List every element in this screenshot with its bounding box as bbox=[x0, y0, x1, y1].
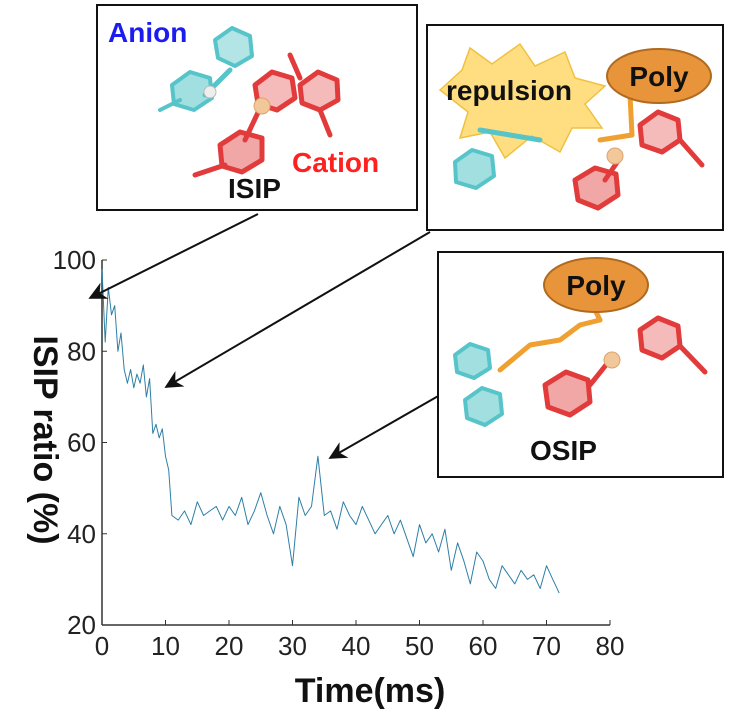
x-tick-label: 10 bbox=[151, 631, 180, 661]
y-axis-title: ISIP ratio (%) bbox=[26, 335, 64, 544]
molecule-repulsion bbox=[453, 92, 705, 211]
annotation-arrows bbox=[88, 213, 441, 459]
inset-repulsion: Poly repulsion bbox=[426, 24, 724, 231]
y-tick-label: 20 bbox=[67, 610, 96, 640]
arrow-osip bbox=[328, 394, 441, 459]
molecule-osip bbox=[453, 297, 708, 427]
label-osip: OSIP bbox=[530, 435, 597, 466]
label-repulsion: repulsion bbox=[446, 75, 572, 106]
label-poly-bottom: Poly bbox=[566, 270, 626, 301]
label-poly-top: Poly bbox=[629, 61, 689, 92]
isip-ratio-trace bbox=[101, 269, 560, 594]
inset-isip: Anion Cation ISIP bbox=[96, 4, 418, 211]
arrow-isip bbox=[88, 213, 259, 299]
x-tick-label: 30 bbox=[278, 631, 307, 661]
y-tick-label: 60 bbox=[67, 428, 96, 458]
x-ticks: 0 10 20 30 40 50 60 70 80 bbox=[95, 620, 625, 661]
y-ticks: 20 40 60 80 100 bbox=[53, 245, 107, 640]
inset-osip: Poly OSIP bbox=[437, 251, 724, 478]
x-axis-title: Time(ms) bbox=[295, 672, 446, 710]
molecule-isip bbox=[158, 26, 341, 178]
x-tick-label: 20 bbox=[215, 631, 244, 661]
label-cation: Cation bbox=[292, 147, 379, 178]
x-tick-label: 70 bbox=[532, 631, 561, 661]
y-tick-label: 40 bbox=[67, 519, 96, 549]
poly-bubble-bottom bbox=[543, 257, 649, 313]
label-anion: Anion bbox=[108, 17, 187, 48]
x-tick-label: 0 bbox=[95, 631, 109, 661]
label-isip: ISIP bbox=[228, 173, 281, 204]
poly-bubble-top bbox=[606, 48, 712, 104]
y-tick-label: 80 bbox=[67, 336, 96, 366]
y-tick-label: 100 bbox=[53, 245, 96, 275]
x-tick-label: 40 bbox=[342, 631, 371, 661]
x-tick-label: 80 bbox=[596, 631, 625, 661]
arrow-repulsion bbox=[164, 231, 431, 388]
x-tick-label: 60 bbox=[469, 631, 498, 661]
x-tick-label: 50 bbox=[405, 631, 434, 661]
